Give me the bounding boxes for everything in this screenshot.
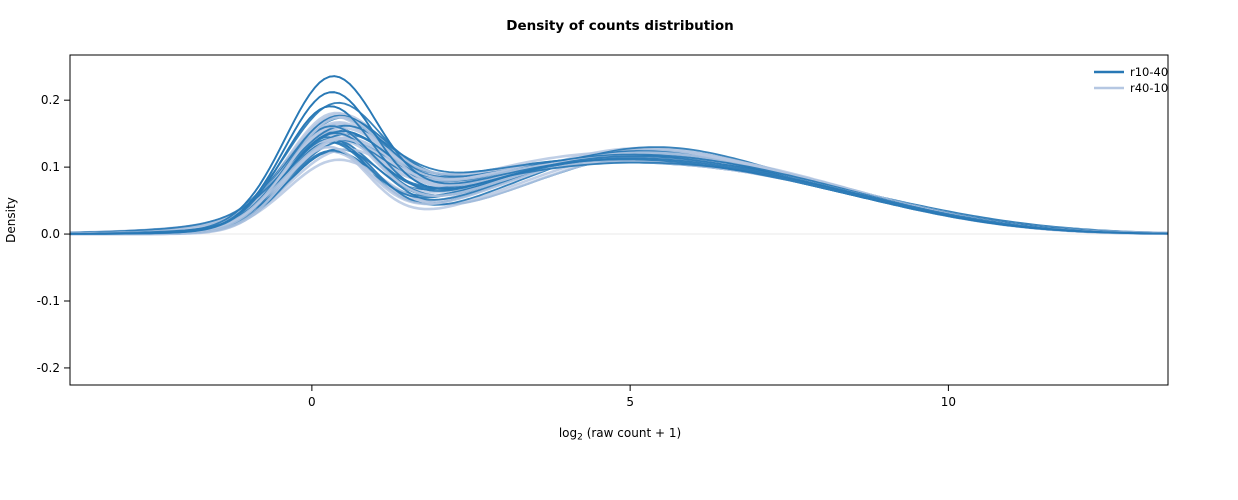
y-axis-label: Density xyxy=(4,197,18,243)
density-curve-r10-40 xyxy=(70,91,1168,235)
legend-label-r40-10: r40-10 xyxy=(1130,81,1168,95)
x-axis-label-subscript: 2 xyxy=(577,433,583,443)
x-axis-label-prefix: log xyxy=(559,426,577,440)
x-tick-label: 5 xyxy=(626,395,634,409)
density-curve-r10-40 xyxy=(70,105,1168,235)
density-curves-group xyxy=(70,75,1168,236)
legend: r10-40 r40-10 xyxy=(1094,65,1168,95)
plot-border xyxy=(69,54,1169,386)
x-axis-label: log2 (raw count + 1) xyxy=(559,426,681,443)
x-tick-label: 0 xyxy=(308,395,316,409)
y-tick-label: 0.0 xyxy=(41,227,60,241)
y-tick-label: 0.2 xyxy=(41,93,60,107)
y-tick-label: -0.2 xyxy=(37,361,60,375)
y-tick-label: -0.1 xyxy=(37,294,60,308)
x-axis-label-rest: (raw count + 1) xyxy=(583,426,681,440)
x-tick-label: 10 xyxy=(941,395,956,409)
plot-frame-group: 0 5 10 -0.2 -0.1 0.0 0.1 0.2 xyxy=(37,54,1169,409)
legend-label-r10-40: r10-40 xyxy=(1130,65,1168,79)
y-tick-label: 0.1 xyxy=(41,160,60,174)
chart-title: Density of counts distribution xyxy=(506,18,733,34)
